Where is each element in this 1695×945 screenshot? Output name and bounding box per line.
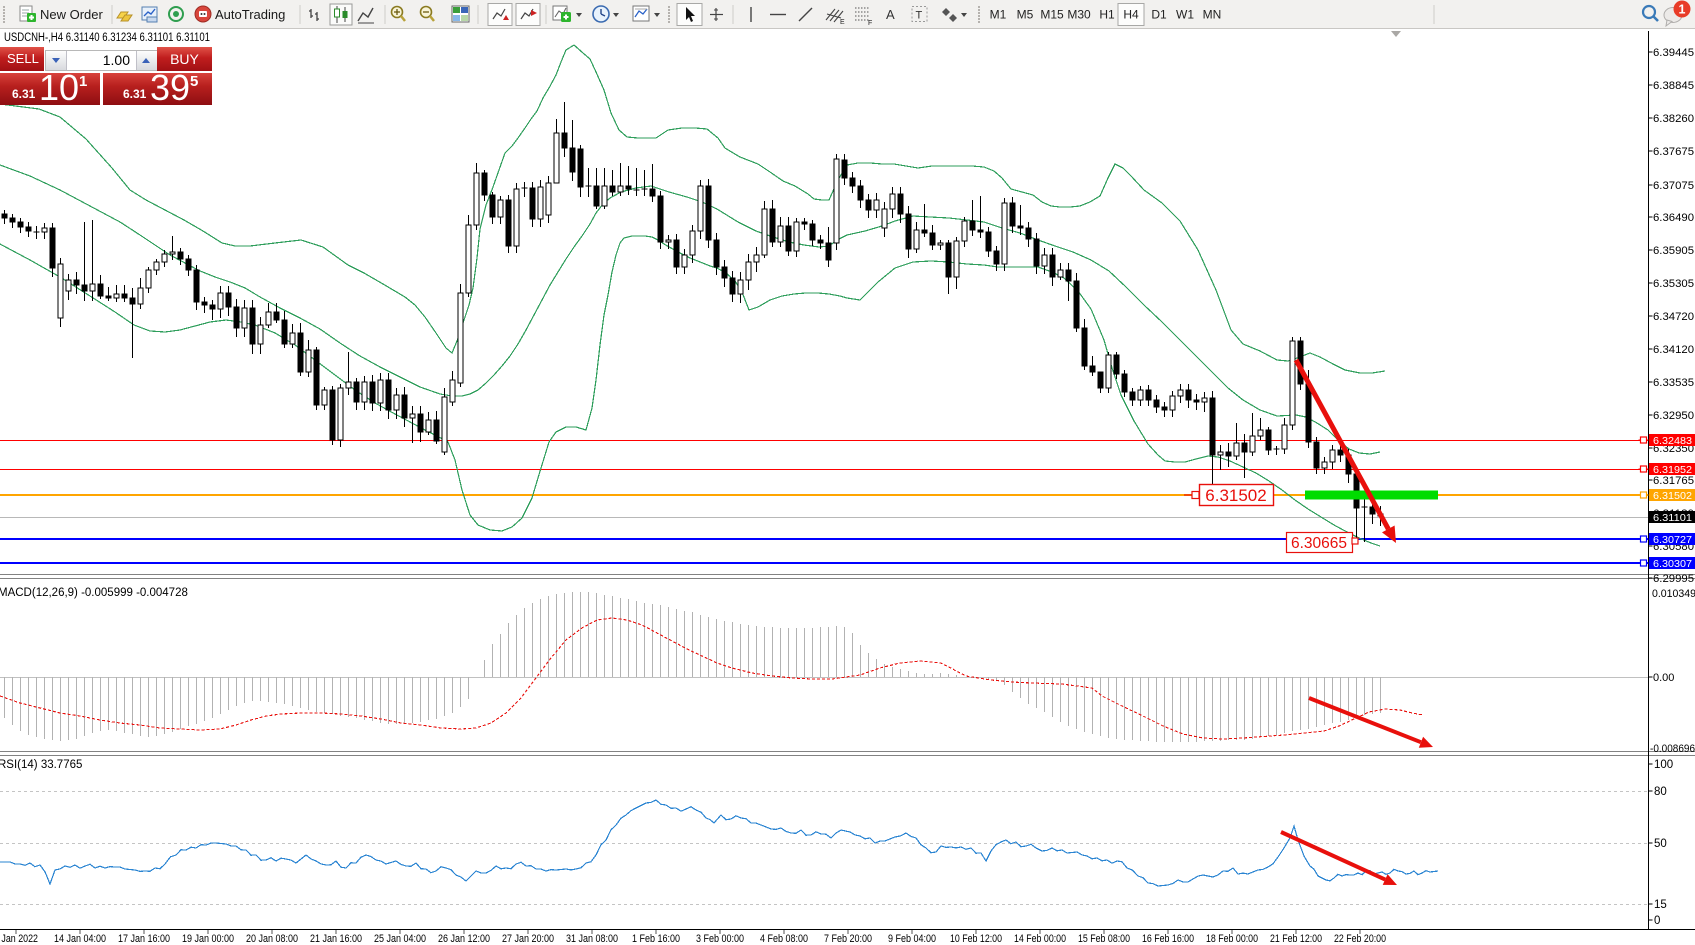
svg-text:18 Feb 00:00: 18 Feb 00:00 <box>1206 933 1258 945</box>
svg-text:10 Feb 12:00: 10 Feb 12:00 <box>950 933 1002 945</box>
svg-text:17 Jan 16:00: 17 Jan 16:00 <box>118 933 170 945</box>
svg-text:6.38260: 6.38260 <box>1653 113 1694 125</box>
svg-text:50: 50 <box>1654 838 1667 850</box>
svg-text:USDCNH-,H4 6.31140 6.31234 6.: USDCNH-,H4 6.31140 6.31234 6.31101 6.311… <box>4 32 210 44</box>
svg-text:MN: MN <box>1203 8 1222 22</box>
svg-text:MACD(12,26,9) -0.005999 -0.004: MACD(12,26,9) -0.005999 -0.004728 <box>0 587 188 599</box>
svg-text:A: A <box>886 7 895 22</box>
svg-text:6.35905: 6.35905 <box>1653 245 1694 257</box>
svg-text:14 Jan 04:00: 14 Jan 04:00 <box>54 933 106 945</box>
svg-text:15 Feb 08:00: 15 Feb 08:00 <box>1078 933 1130 945</box>
svg-text:D1: D1 <box>1151 8 1167 22</box>
svg-text:H4: H4 <box>1123 8 1139 22</box>
svg-text:21 Feb 12:00: 21 Feb 12:00 <box>1270 933 1322 945</box>
svg-text:1: 1 <box>1679 3 1686 17</box>
svg-text:6.31502: 6.31502 <box>1205 486 1266 505</box>
svg-text:100: 100 <box>1654 759 1673 771</box>
svg-text:7 Jan 2022: 7 Jan 2022 <box>0 933 38 945</box>
svg-text:M5: M5 <box>1017 8 1034 22</box>
svg-text:6.38845: 6.38845 <box>1653 80 1694 92</box>
svg-text:6.32950: 6.32950 <box>1653 410 1694 422</box>
svg-text:T: T <box>916 10 923 22</box>
svg-text:25 Jan 04:00: 25 Jan 04:00 <box>374 933 426 945</box>
svg-text:-0.008696: -0.008696 <box>1650 743 1695 755</box>
svg-text:6.39445: 6.39445 <box>1653 47 1694 59</box>
svg-text:0.010349: 0.010349 <box>1652 588 1695 600</box>
svg-text:E: E <box>840 19 845 26</box>
svg-text:F: F <box>868 20 872 27</box>
svg-text:31 Jan 08:00: 31 Jan 08:00 <box>566 933 618 945</box>
svg-text:6.30727: 6.30727 <box>1653 534 1692 546</box>
svg-text:6.37075: 6.37075 <box>1653 180 1694 192</box>
svg-text:14 Feb 00:00: 14 Feb 00:00 <box>1014 933 1066 945</box>
svg-text:6.30307: 6.30307 <box>1653 558 1692 570</box>
svg-text:22 Feb 20:00: 22 Feb 20:00 <box>1334 933 1386 945</box>
svg-text:6.31502: 6.31502 <box>1653 490 1692 502</box>
svg-text:6.34720: 6.34720 <box>1653 311 1694 323</box>
svg-text:6.31765: 6.31765 <box>1653 475 1694 487</box>
svg-text:15: 15 <box>1654 899 1667 911</box>
svg-text:6.34120: 6.34120 <box>1653 344 1694 356</box>
svg-text:19 Jan 00:00: 19 Jan 00:00 <box>182 933 234 945</box>
svg-text:16 Feb 16:00: 16 Feb 16:00 <box>1142 933 1194 945</box>
svg-text:H1: H1 <box>1099 8 1115 22</box>
svg-text:New Order: New Order <box>40 7 104 22</box>
svg-text:0: 0 <box>1654 915 1660 927</box>
svg-text:9 Feb 04:00: 9 Feb 04:00 <box>888 933 936 945</box>
svg-text:27 Jan 20:00: 27 Jan 20:00 <box>502 933 554 945</box>
svg-text:RSI(14) 33.7765: RSI(14) 33.7765 <box>0 759 82 771</box>
svg-text:20 Jan 08:00: 20 Jan 08:00 <box>246 933 298 945</box>
svg-text:6.36490: 6.36490 <box>1653 212 1694 224</box>
svg-text:6.30665: 6.30665 <box>1291 535 1347 552</box>
svg-text:6.31952: 6.31952 <box>1653 464 1692 476</box>
svg-text:AutoTrading: AutoTrading <box>215 7 285 22</box>
svg-text:80: 80 <box>1654 786 1667 798</box>
svg-text:21 Jan 16:00: 21 Jan 16:00 <box>310 933 362 945</box>
svg-text:26 Jan 12:00: 26 Jan 12:00 <box>438 933 490 945</box>
svg-text:W1: W1 <box>1176 8 1194 22</box>
svg-text:4 Feb 08:00: 4 Feb 08:00 <box>760 933 808 945</box>
svg-text:6.31101: 6.31101 <box>1653 512 1692 524</box>
svg-text:M30: M30 <box>1067 8 1091 22</box>
svg-text:M15: M15 <box>1040 8 1064 22</box>
svg-text:7 Feb 20:00: 7 Feb 20:00 <box>824 933 872 945</box>
svg-text:3 Feb 00:00: 3 Feb 00:00 <box>696 933 744 945</box>
svg-text:6.37675: 6.37675 <box>1653 146 1694 158</box>
svg-text:6.29995: 6.29995 <box>1653 573 1694 585</box>
svg-text:M1: M1 <box>990 8 1007 22</box>
svg-text:6.32483: 6.32483 <box>1653 435 1692 447</box>
svg-text:1 Feb 16:00: 1 Feb 16:00 <box>632 933 680 945</box>
svg-text:0.00: 0.00 <box>1653 672 1674 684</box>
svg-text:6.33535: 6.33535 <box>1653 377 1694 389</box>
svg-text:6.35305: 6.35305 <box>1653 278 1694 290</box>
